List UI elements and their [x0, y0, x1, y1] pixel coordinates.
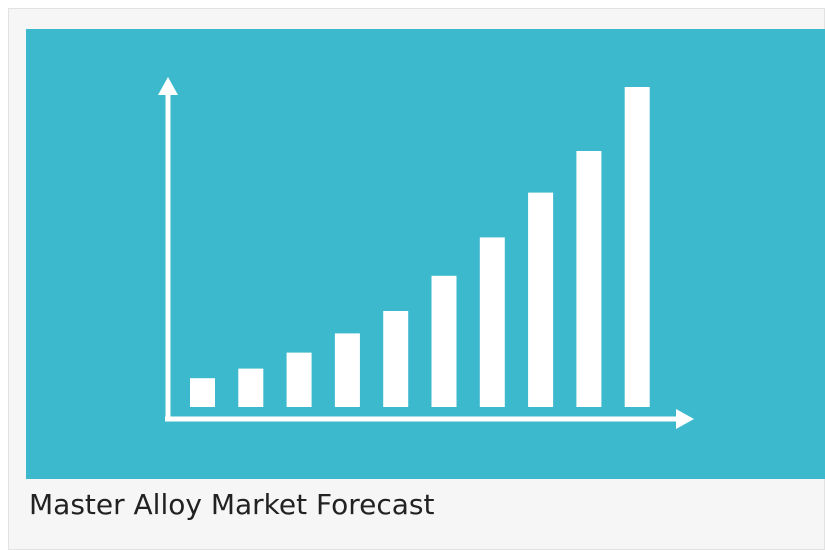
card-caption[interactable]: Master Alloy Market Forecast — [29, 488, 435, 521]
article-card[interactable]: Master Alloy Market Forecast — [8, 8, 825, 550]
bar-3 — [286, 352, 312, 407]
bar-5 — [383, 311, 409, 407]
bar-chart-svg — [26, 29, 825, 479]
bar-6 — [431, 275, 457, 407]
chart-axes — [158, 77, 694, 429]
banner-background — [26, 29, 825, 479]
bar-1 — [190, 378, 215, 407]
x-axis-arrowhead — [676, 409, 694, 429]
bar-10 — [624, 87, 650, 407]
y-axis-arrowhead — [158, 77, 178, 95]
bar-8 — [528, 192, 554, 407]
chart-illustration[interactable] — [26, 29, 825, 479]
bar-2 — [238, 368, 264, 407]
bar-series — [190, 87, 650, 407]
bar-9 — [576, 151, 602, 407]
bar-7 — [479, 237, 505, 407]
bar-4 — [334, 333, 360, 407]
